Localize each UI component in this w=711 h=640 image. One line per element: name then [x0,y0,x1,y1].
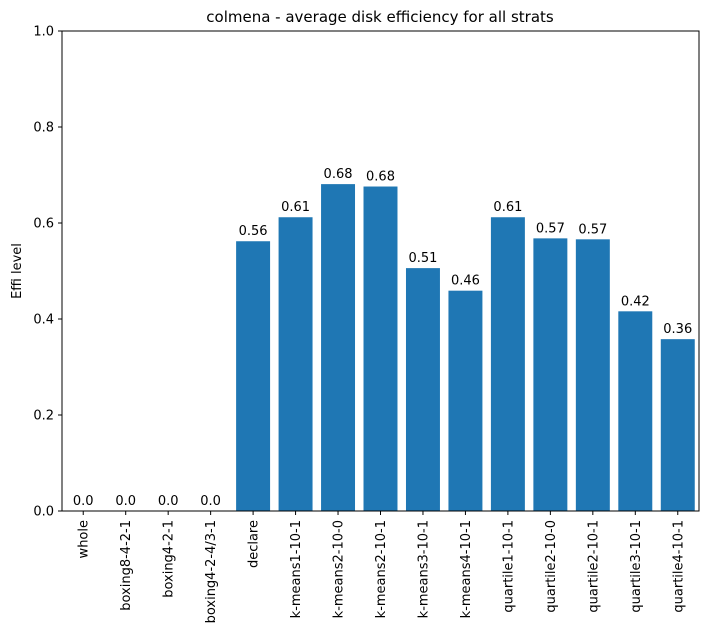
data-label: 0.61 [493,200,522,215]
x-axis: whole boxing8-4-2-1 boxing4-2-1 boxing4-2-4… [77,511,686,623]
plot-frame [61,30,700,512]
data-label: 0.0 [200,494,221,509]
data-label: 0.46 [451,274,480,289]
y-tick-label: 0.2 [33,409,54,424]
data-labels-layer: 0.0 0.0 0.0 0.0 0.56 0.61 0.68 0.68 0.51 0.46 0.61… [73,167,692,509]
data-label: 0.61 [281,200,310,215]
x-tick-label: k-means4-10-1 [459,520,474,618]
bar [490,217,525,512]
bar [618,311,653,511]
data-label: 0.57 [536,221,565,236]
data-label: 0.42 [621,294,650,309]
data-label: 0.68 [366,170,395,185]
y-tick-label: 1.0 [33,25,54,40]
x-tick-label: quartile2-10-0 [544,520,559,613]
bar [533,238,568,512]
bar [278,217,313,512]
data-label: 0.56 [239,224,268,239]
y-tick-label: 0.6 [33,217,54,232]
x-tick-label: k-means3-10-1 [416,520,431,618]
data-label: 0.51 [408,251,437,266]
bar [575,239,610,511]
bar [405,268,440,511]
y-tick-label: 0.4 [33,313,54,328]
data-label: 0.0 [73,494,94,509]
bar [448,290,483,511]
x-tick-label: k-means2-10-0 [332,520,347,618]
x-tick-label: whole [77,520,92,558]
bars-layer [236,184,695,512]
bar [236,241,271,512]
chart-title: colmena - average disk efficiency for al… [206,8,554,26]
data-label: 0.0 [158,494,179,509]
x-tick-label: quartile4-10-1 [671,520,686,613]
x-tick-label: quartile2-10-1 [586,520,601,613]
bar [321,184,356,511]
bar [363,186,398,511]
x-tick-label: quartile3-10-1 [629,520,644,613]
x-tick-label: k-means2-10-1 [374,520,389,618]
data-label: 0.0 [115,494,136,509]
x-tick-label: boxing4-2-1 [162,520,177,598]
data-label: 0.36 [663,322,692,337]
bar [660,339,695,511]
x-tick-label: boxing8-4-2-1 [119,520,134,611]
x-tick-label: quartile1-10-1 [501,520,516,613]
y-axis: 0.0 0.2 0.4 0.6 0.8 1.0 [33,25,62,520]
x-tick-label: declare [247,520,262,568]
y-tick-label: 0.0 [33,505,54,520]
x-tick-label: k-means1-10-1 [289,520,304,618]
data-label: 0.68 [324,167,353,182]
y-tick-label: 0.8 [33,121,54,136]
data-label: 0.57 [578,222,607,237]
x-tick-label: boxing4-2-4/3-1 [204,520,219,623]
y-axis-label: Effi level [10,243,25,299]
